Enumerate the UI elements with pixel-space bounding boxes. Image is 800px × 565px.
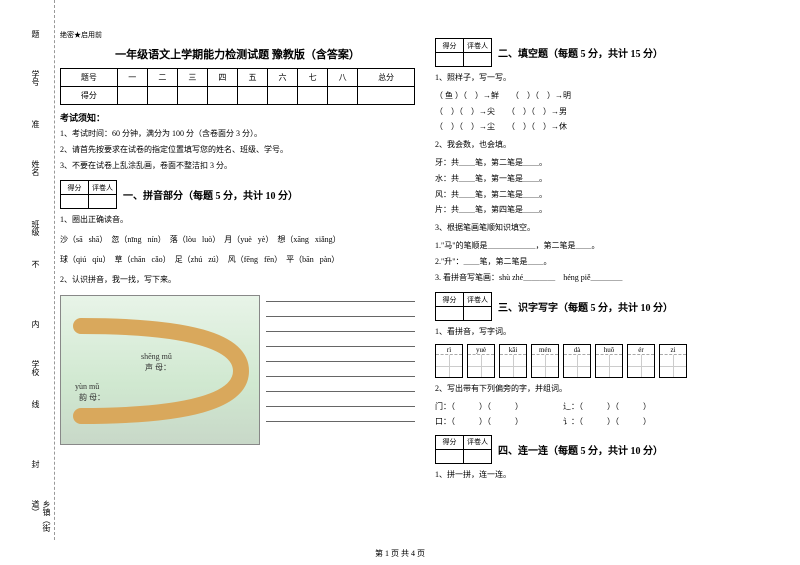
fill-row: （ 鱼 ）（ ）→鲜 （ ）（ ）→明 [435, 90, 790, 103]
shengmu-label: 声 母： [145, 362, 171, 373]
side-label: 题 [30, 30, 41, 38]
section-2-bar: 得分评卷人 二、填空题（每题 5 分，共计 15 分） [435, 38, 790, 67]
th: 五 [237, 69, 267, 87]
left-column: 绝密★启用前 一年级语文上学期能力检测试题 豫教版（含答案） 题号 一 二 三 … [60, 30, 415, 540]
char-cell: huǒ [595, 344, 623, 378]
pinyin-train-image: shēng mǔ 声 母： yùn mǔ 韵 母： [60, 295, 260, 445]
th: 六 [268, 69, 298, 87]
q4-1: 1、拼一拼，连一连。 [435, 469, 790, 482]
th: 一 [117, 69, 147, 87]
q1-2: 2、认识拼音，我一找，写下来。 [60, 274, 415, 287]
notice-item: 1、考试时间：60 分钟，满分为 100 分（含卷面分 3 分）。 [60, 128, 415, 140]
th: 四 [207, 69, 237, 87]
grader-table: 得分评卷人 [60, 180, 117, 209]
q2-1: 1、照样子，写一写。 [435, 72, 790, 85]
secret-mark: 绝密★启用前 [60, 30, 415, 40]
th: 二 [147, 69, 177, 87]
notice-item: 2、请首先按要求在试卷的指定位置填写您的姓名、班级、学号。 [60, 144, 415, 156]
th: 三 [177, 69, 207, 87]
side-label: 学校 [30, 360, 41, 376]
fill-row: 牙：共＿＿笔，第二笔是＿＿。 [435, 157, 790, 170]
pinyin-row: 沙（sā shā） 忽（nīng nín） 落（lòu luò） 月（yuè y… [60, 233, 415, 247]
th: 总分 [358, 69, 415, 87]
grader-table: 得分评卷人 [435, 38, 492, 67]
char-cell: zi [659, 344, 687, 378]
side-label: 学号 [30, 70, 41, 86]
shengmu-pinyin: shēng mǔ [141, 352, 172, 361]
td: 得分 [61, 87, 118, 105]
section-1-bar: 得分评卷人 一、拼音部分（每题 5 分，共计 10 分） [60, 180, 415, 209]
section-2-title: 二、填空题（每题 5 分，共计 15 分） [498, 45, 663, 60]
q3-1: 1、看拼音，写字词。 [435, 326, 790, 339]
side-label: 不 [30, 260, 41, 268]
char-cell: ér [627, 344, 655, 378]
section-3-bar: 得分评卷人 三、识字写字（每题 5 分，共计 10 分） [435, 292, 790, 321]
char-cell: dà [563, 344, 591, 378]
section-4-title: 四、连一连（每题 5 分，共计 10 分） [498, 442, 663, 457]
char-cell: yuè [467, 344, 495, 378]
q2-2: 2、我会数，也会填。 [435, 139, 790, 152]
fill-row: 2."升"：＿＿笔，第二笔是＿＿。 [435, 256, 790, 269]
score-table: 题号 一 二 三 四 五 六 七 八 总分 得分 [60, 68, 415, 105]
side-label: 内 [30, 320, 41, 328]
section-1-title: 一、拼音部分（每题 5 分，共计 10 分） [123, 187, 298, 202]
pinyin-row: 球（qiú qíu） 草（chān cǎo） 足（zhú zú） 风（fēng … [60, 253, 415, 267]
char-cell: kāi [499, 344, 527, 378]
th: 题号 [61, 69, 118, 87]
answer-lines [266, 291, 415, 445]
side-label: 准 [30, 120, 41, 128]
fill-row: 水：共＿＿笔，第一笔是＿＿。 [435, 173, 790, 186]
grader-table: 得分评卷人 [435, 435, 492, 464]
fill-row: 3. 看拼音写笔画：shù zhé＿＿＿＿ héng piě＿＿＿＿ [435, 272, 790, 285]
side-label: 线 [30, 400, 41, 408]
radical-row: 门：（ ）（ ） 辶：（ ）（ ） [435, 401, 790, 412]
yunmu-pinyin: yùn mǔ [75, 382, 99, 391]
section-3-title: 三、识字写字（每题 5 分，共计 10 分） [498, 299, 673, 314]
binding-sidebar: 乡镇（街道） 封 线 学校 内 不 班级 姓名 准 学号 题 [0, 0, 55, 540]
grader-table: 得分评卷人 [435, 292, 492, 321]
exam-title: 一年级语文上学期能力检测试题 豫教版（含答案） [60, 46, 415, 62]
page-columns: 绝密★启用前 一年级语文上学期能力检测试题 豫教版（含答案） 题号 一 二 三 … [60, 30, 790, 540]
notice-item: 3、不要在试卷上乱涂乱画，卷面不整洁扣 3 分。 [60, 160, 415, 172]
char-grid: rì yuè kāi mén dà huǒ ér zi [435, 344, 790, 378]
side-label: 班级 [30, 220, 41, 236]
side-label: 姓名 [30, 160, 41, 176]
fill-row: 1."马"的笔顺是＿＿＿＿＿＿，第二笔是＿＿。 [435, 240, 790, 253]
right-column: 得分评卷人 二、填空题（每题 5 分，共计 15 分） 1、照样子，写一写。 （… [435, 30, 790, 540]
section-4-bar: 得分评卷人 四、连一连（每题 5 分，共计 10 分） [435, 435, 790, 464]
yunmu-label: 韵 母： [79, 392, 105, 403]
fill-row: （ ）（ ）→尖 （ ）（ ）→男 [435, 106, 790, 119]
fill-row: （ ）（ ）→尘 （ ）（ ）→休 [435, 121, 790, 134]
side-label: 乡镇（街道） [30, 500, 52, 540]
th: 八 [328, 69, 358, 87]
q1-1: 1、圈出正确读音。 [60, 214, 415, 227]
th: 七 [298, 69, 328, 87]
char-cell: mén [531, 344, 559, 378]
q2-3: 3、根据笔画笔顺知识填空。 [435, 222, 790, 235]
notice-heading: 考试须知： [60, 111, 415, 124]
char-cell: rì [435, 344, 463, 378]
radical-row: 口：（ ）（ ） 讠：（ ）（ ） [435, 416, 790, 427]
fill-row: 片：共＿＿笔，第四笔是＿＿。 [435, 204, 790, 217]
fill-row: 风：共＿＿笔，第二笔是＿＿。 [435, 189, 790, 202]
q3-2: 2、写出带有下列偏旁的字，并组词。 [435, 383, 790, 396]
side-label: 封 [30, 460, 41, 468]
page-footer: 第 1 页 共 4 页 [0, 548, 800, 559]
